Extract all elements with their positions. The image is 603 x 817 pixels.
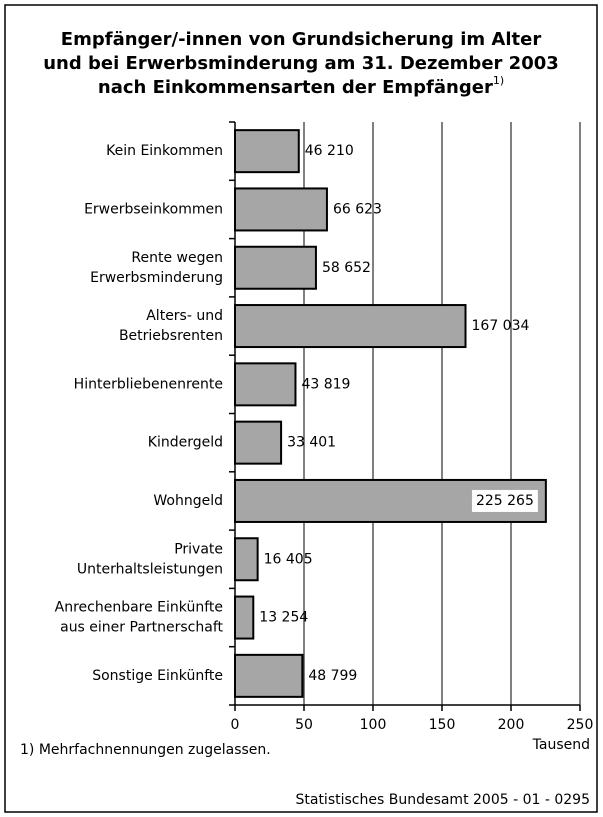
chart-title: nach Einkommensarten der Empfänger1) [98,74,504,98]
bar [234,362,297,407]
value-label: 16 405 [264,551,313,567]
y-tick-label: Sonstige Einkünfte [92,668,223,684]
x-tick-label: 0 [231,717,240,733]
bar [234,537,259,582]
value-label: 48 799 [308,668,357,684]
x-axis-label: Tausend [532,737,590,753]
bar [234,595,255,640]
value-label: 225 265 [476,493,534,509]
y-tick-label: Alters- und Betriebsrenten [119,308,223,344]
footnote-mark: 1) [493,74,504,87]
bar [234,187,328,232]
value-label: 46 210 [305,143,354,159]
value-label: 33 401 [287,435,336,451]
value-label: 58 652 [322,260,371,276]
value-label: 66 623 [333,201,382,217]
bar [234,129,300,174]
x-tick-label: 200 [498,717,525,733]
value-label: 167 034 [472,318,530,334]
y-tick-label: Rente wegen Erwerbsminderung [90,250,223,286]
y-tick-label: Erwerbseinkommen [84,201,223,217]
x-tick-label: 100 [360,717,387,733]
chart-title: und bei Erwerbsminderung am 31. Dezember… [43,53,559,74]
y-tick-label: Hinterbliebenenrente [74,376,223,392]
bar [234,420,283,465]
x-tick-label: 150 [429,717,456,733]
bar [234,304,467,349]
x-tick-label: 50 [295,717,313,733]
source: Statistisches Bundesamt 2005 - 01 - 0295 [295,792,590,808]
chart-title: Empfänger/-innen von Grundsicherung im A… [61,29,542,50]
y-tick-label: Private Unterhaltsleistungen [77,541,223,577]
y-tick-label: Kein Einkommen [106,143,223,159]
footnote: 1) Mehrfachnennungen zugelassen. [20,742,271,758]
bar [234,653,304,698]
x-tick-label: 250 [567,717,594,733]
value-label: 43 819 [301,376,350,392]
y-tick-label: Anrechenbare Einkünfte aus einer Partners… [55,600,224,636]
y-tick-label: Wohngeld [153,493,223,509]
value-label: 13 254 [259,610,308,626]
value-label-bg [471,489,538,512]
y-tick-label: Kindergeld [148,435,223,451]
bar [234,245,317,290]
